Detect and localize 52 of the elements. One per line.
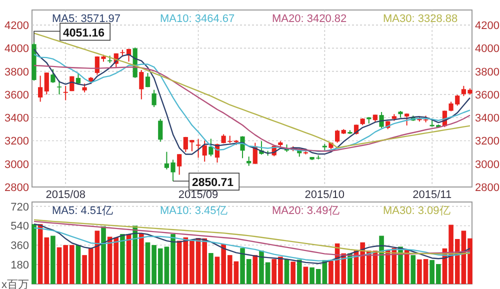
bar	[208, 253, 214, 284]
y-tick-label: 540	[10, 220, 29, 233]
bar	[126, 234, 132, 284]
y-tick-label: 3800	[4, 66, 29, 78]
bar	[303, 266, 308, 284]
bar	[76, 245, 81, 284]
text: MA20: 3.49亿	[272, 205, 340, 217]
text: MA10: 3464.67	[160, 13, 235, 25]
x-tick-label: 2015/08	[46, 189, 86, 201]
bar	[120, 234, 125, 284]
annotation: 2850.71	[192, 177, 234, 190]
y-tick-label: 720	[10, 201, 29, 214]
bar	[32, 224, 36, 284]
y2-tick-label: 3800	[475, 66, 500, 78]
bar	[410, 255, 416, 284]
y2-tick-label: 3200	[475, 136, 500, 148]
x-tick-label: 2015/10	[304, 189, 345, 201]
y-tick-label: 360	[10, 240, 29, 252]
annotation: 2850.71	[172, 172, 240, 191]
x-tick-label: 2015/11	[412, 189, 452, 201]
y2-tick-label: 4200	[475, 20, 500, 32]
y-tick-label: 3200	[4, 136, 29, 148]
bar	[284, 259, 290, 284]
y-tick-label: 3000	[4, 158, 29, 171]
bar	[252, 255, 258, 284]
bar	[101, 226, 106, 284]
text: MA5: 3571.97	[52, 13, 120, 25]
bar	[290, 262, 296, 284]
bar	[50, 236, 56, 284]
text: MA20: 3420.82	[272, 13, 347, 25]
bar	[139, 233, 144, 284]
y-tick-label: 3600	[4, 89, 29, 102]
y-tick-label: 180	[10, 260, 29, 272]
y-tick-label: 2800	[4, 182, 29, 194]
y2-tick-label: 3000	[475, 158, 500, 171]
bar	[132, 226, 138, 284]
y2-tick-label: 2800	[475, 182, 500, 194]
series-label: MA10: 3.45亿	[160, 205, 228, 217]
bar	[176, 240, 182, 284]
y-tick-label: 4000	[4, 43, 29, 56]
bar	[379, 236, 384, 284]
bar	[296, 260, 302, 284]
y-tick-label: 3400	[4, 112, 29, 125]
x-tick-label: 2015/09	[178, 189, 218, 201]
text: MA30: 3328.88	[383, 13, 458, 25]
y-tick-label: 4200	[4, 20, 29, 32]
y2-tick-label: 3600	[475, 89, 500, 102]
annotation: 4051.16	[63, 27, 105, 40]
y2-tick-label: 4000	[475, 43, 500, 56]
y2-tick-label: 3400	[475, 112, 500, 125]
series-label: MA5: 4.51亿	[52, 205, 114, 217]
text: MA30: 3.09亿	[383, 205, 450, 217]
